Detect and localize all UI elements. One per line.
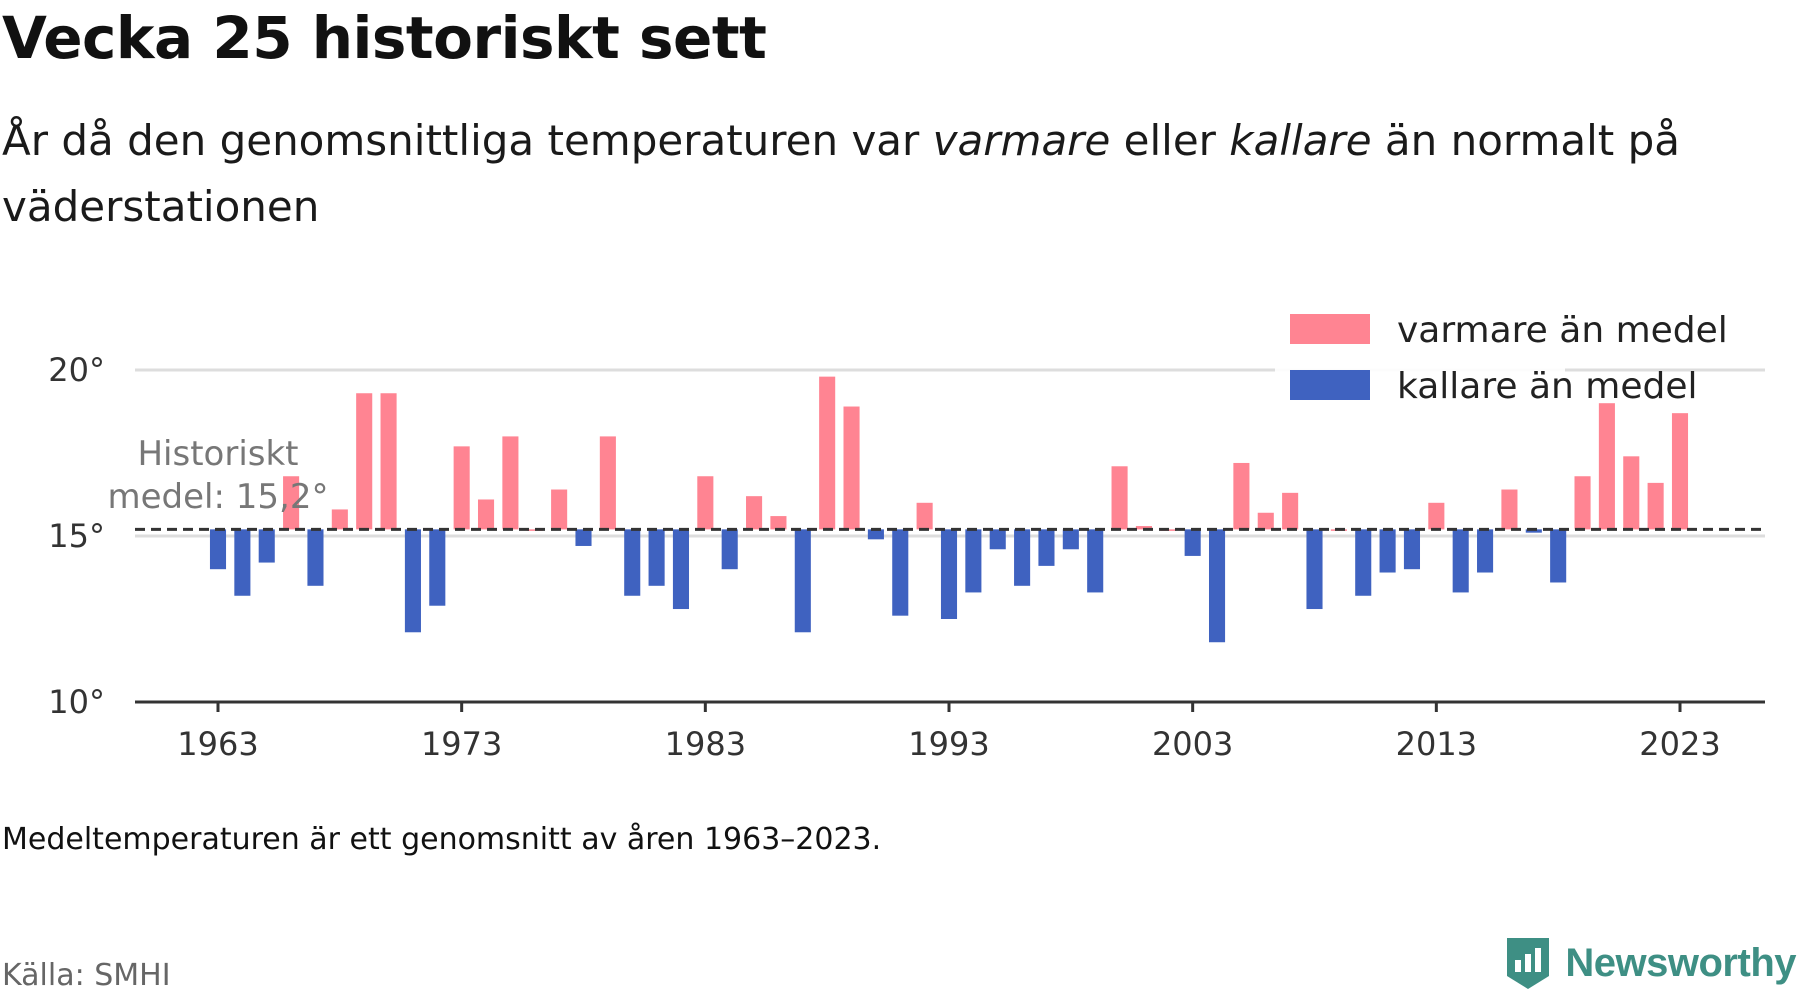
bar-1997 (1038, 529, 1055, 566)
bars (209, 376, 1689, 643)
bar-1996 (1014, 529, 1031, 586)
bar-2011 (1379, 529, 1396, 573)
brand-name: Newsworthy (1565, 940, 1796, 985)
subtitle-emphasis-colder: kallare (1229, 116, 1372, 165)
bar-1985 (746, 496, 763, 530)
legend: varmare än medel kallare än medel (1275, 297, 1728, 407)
bar-1968 (331, 509, 348, 530)
bar-1972 (429, 529, 446, 606)
bar-1994 (965, 529, 982, 593)
bar-1982 (672, 529, 690, 610)
bar-2001 (1135, 526, 1152, 530)
bar-1980 (624, 529, 641, 596)
bar-2015 (1477, 529, 1494, 573)
bar-1967 (307, 529, 324, 586)
bar-2018 (1550, 529, 1567, 583)
y-tick-label-20: 20° (48, 351, 105, 389)
bar-2023 (1671, 413, 1689, 530)
legend-swatch-0 (1290, 314, 1370, 344)
legend-swatch-1 (1290, 370, 1370, 400)
bar-chart: 10° 15° 20° 1963 1973 1983 1993 2003 2013 2023 va… (48, 297, 1765, 763)
bar-1975 (502, 436, 519, 530)
subtitle-text-3: än normalt på väderstationen (2, 116, 1680, 231)
newsworthy-logo-icon (1507, 938, 1550, 989)
legend-label-0: varmare än medel (1397, 310, 1728, 351)
x-tick-label-2013: 2013 (1396, 725, 1477, 763)
bar-2003 (1184, 529, 1201, 556)
x-tick-label-1973: 1973 (421, 725, 502, 763)
bar-1978 (575, 529, 592, 546)
x-tick-label-1983: 1983 (665, 725, 746, 763)
y-tick-label-10: 10° (48, 683, 105, 721)
chart-title: Vecka 25 historiskt sett (2, 4, 767, 72)
bar-1983 (697, 476, 714, 530)
x-tick-label-2023: 2023 (1639, 725, 1720, 763)
bar-2016 (1501, 489, 1518, 530)
bar-2010 (1355, 529, 1372, 596)
bar-1973 (453, 446, 470, 530)
source-credit: Källa: SMHI (2, 958, 171, 993)
bar-1971 (404, 529, 421, 633)
bar-1986 (770, 516, 787, 530)
bar-1970 (380, 393, 397, 530)
bar-1981 (648, 529, 665, 586)
bar-1998 (1062, 529, 1079, 550)
bar-1964 (234, 529, 251, 596)
brand-logo: Newsworthy (1503, 934, 1796, 992)
bar-1976 (526, 529, 543, 531)
bar-2008 (1306, 529, 1323, 610)
bar-2020 (1598, 403, 1615, 530)
bar-2004 (1208, 529, 1226, 643)
bar-1987 (794, 529, 811, 633)
bar-2007 (1282, 492, 1299, 530)
bar-2013 (1428, 502, 1445, 530)
y-tick-label-15: 15° (48, 517, 105, 555)
x-tick-label-2003: 2003 (1152, 725, 1233, 763)
bar-1999 (1087, 529, 1104, 593)
bar-2005 (1233, 462, 1250, 530)
bar-2022 (1647, 482, 1664, 530)
subtitle-text-2: eller (1110, 116, 1230, 165)
bar-1977 (551, 489, 568, 530)
bar-1966 (283, 476, 300, 530)
bar-1965 (258, 529, 275, 563)
bar-1988 (819, 376, 836, 530)
baseline-label-line1: Historiskt (137, 434, 298, 474)
bar-2006 (1257, 512, 1274, 530)
footnote: Medeltemperaturen är ett genomsnitt av å… (2, 822, 882, 857)
bar-1974 (477, 499, 495, 530)
bar-2000 (1111, 466, 1128, 530)
bar-1995 (989, 529, 1006, 550)
bar-1991 (892, 529, 909, 616)
bar-2019 (1574, 476, 1591, 530)
bar-1984 (721, 529, 738, 570)
legend-label-1: kallare än medel (1397, 366, 1697, 407)
bar-1992 (916, 502, 933, 530)
bar-1979 (599, 436, 616, 530)
bar-1989 (843, 406, 860, 530)
bar-1993 (940, 529, 958, 619)
x-tick-label-1993: 1993 (908, 725, 989, 763)
bar-1963 (209, 529, 227, 570)
axes: 10° 15° 20° 1963 1973 1983 1993 2003 2013 2023 (48, 351, 1765, 763)
bar-1990 (867, 529, 884, 540)
bar-2014 (1452, 529, 1469, 593)
bar-2012 (1403, 529, 1421, 570)
subtitle-text-1: År då den genomsnittliga temperaturen va… (2, 116, 933, 165)
x-tick-label-1963: 1963 (177, 725, 258, 763)
bar-2017 (1525, 529, 1542, 533)
subtitle-emphasis-warmer: varmare (932, 116, 1111, 165)
bar-2021 (1623, 456, 1640, 530)
bar-1969 (356, 393, 373, 530)
baseline-label-line2: medel: 15,2° (108, 477, 329, 517)
chart-subtitle: År då den genomsnittliga temperaturen va… (2, 108, 1702, 240)
